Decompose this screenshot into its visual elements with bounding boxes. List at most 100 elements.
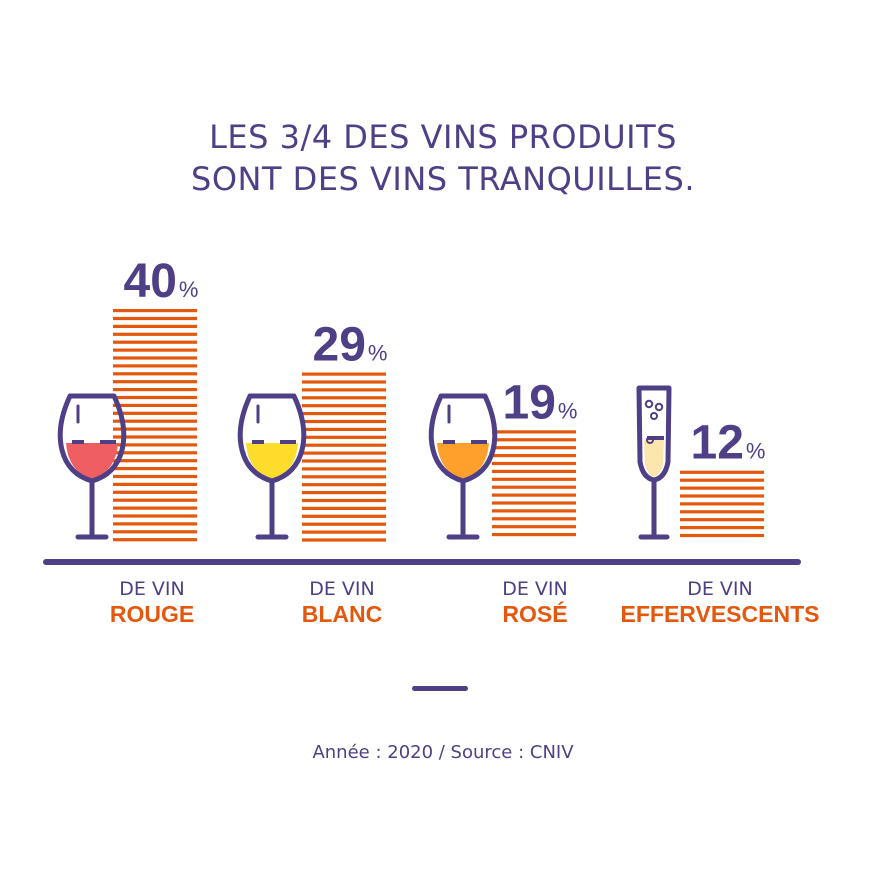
bar-stripe [492,446,576,450]
divider [412,686,468,691]
bar-stripe [302,467,386,471]
bar-stripe [113,451,197,455]
category-label: DE VIN EFFERVESCENTS [600,578,840,628]
bar-stripe [113,482,197,486]
wine-glass-icon [57,393,127,540]
liquid [246,443,298,480]
bar-stripe [302,419,386,424]
value-number: 40 [124,255,177,308]
value-suffix: % [179,277,199,302]
bar-stripe [680,518,764,522]
bar-stripe [680,502,764,506]
bar-stripe [113,443,197,447]
bar-stripe [302,530,386,534]
bar-stripe [113,332,197,336]
bar-stripe [492,517,576,521]
bowl [428,393,498,484]
bar-1 [113,309,197,542]
bar-stripe [492,493,576,497]
bowl [57,393,127,484]
bar-stripe [113,316,197,321]
value-label: 12% [691,417,766,470]
bar-stripe [492,469,576,473]
bar-stripe [492,533,576,537]
bar-stripe [302,427,386,431]
bar-stripe [113,538,197,542]
bar-stripe [302,514,386,518]
bar-stripe [113,356,197,360]
bar-stripe [113,427,197,431]
bar-stripe [492,525,576,529]
bar-stripe [113,506,197,510]
category-label: DE VIN BLANC [222,578,462,628]
value-number: 19 [503,376,556,429]
category-prefix: DE VIN [309,578,375,600]
category-name: EFFERVESCENTS [620,601,820,627]
bar-stripe [492,485,576,489]
bar-stripe [113,372,197,376]
bar-stripe [113,403,197,407]
bar-stripe [113,324,197,328]
bubble [654,402,664,412]
bar-stripe [113,459,197,463]
bar-stripe [492,430,576,434]
liquid [437,443,489,480]
champagne-flute-icon [636,385,672,540]
category-label: DE VIN ROSÉ [415,578,655,628]
bar-stripe [302,380,386,384]
bar-stripe [680,533,764,538]
bar-stripe [302,404,386,408]
bar-stripe [302,459,386,463]
bar-stripe [113,411,197,415]
liquid [66,443,118,480]
bar-stripe [492,509,576,513]
bar-stripe [113,380,197,384]
value-number: 29 [313,319,366,372]
bar-stripe [302,538,386,542]
bar-stripe [492,461,576,466]
wine-glass-icon [428,393,498,540]
category-prefix: DE VIN [502,578,568,600]
bar-stripe [302,396,386,400]
bar-4 [680,470,764,538]
value-suffix: % [558,398,578,423]
bar-stripe [113,498,197,502]
bar-3 [492,430,576,537]
liquid [644,440,664,477]
category-prefix: DE VIN [119,578,185,600]
category-name: BLANC [301,601,383,627]
bar-stripe [113,309,197,313]
value-label: 29% [313,319,388,372]
bar-stripe [680,486,764,490]
bar-stripe [302,435,386,439]
bar-stripe [492,477,576,481]
bar-stripe [302,388,386,392]
chart-title-line-2: SONT DES VINS TRANQUILLES. [191,160,695,198]
bar-stripe [680,526,764,530]
bar-stripe [302,506,386,510]
bar-stripe [113,435,197,439]
bar-stripe [680,494,764,498]
bar-stripe [302,483,386,487]
bar-stripe [113,514,197,518]
bar-stripe [113,490,197,494]
source-note: Année : 2020 / Source : CNIV [312,742,574,763]
bar-stripe [113,522,197,526]
bowl [237,393,307,484]
value-label: 19% [503,376,578,429]
value-suffix: % [746,439,766,464]
value-number: 12 [691,417,744,470]
bar-stripe [113,474,197,479]
bar-stripe [113,467,197,471]
bar-stripe [113,388,197,392]
wine-glass-icon [237,393,307,540]
category-label: DE VIN ROUGE [32,578,272,628]
bar-stripe [302,443,386,447]
bar-stripe [113,364,197,368]
chart-title-line-1: LES 3/4 DES VINS PRODUITS [209,118,677,156]
bar-stripe [113,395,197,400]
bar-stripe [492,438,576,442]
bar-stripe [302,451,386,455]
bar-stripe [113,348,197,352]
